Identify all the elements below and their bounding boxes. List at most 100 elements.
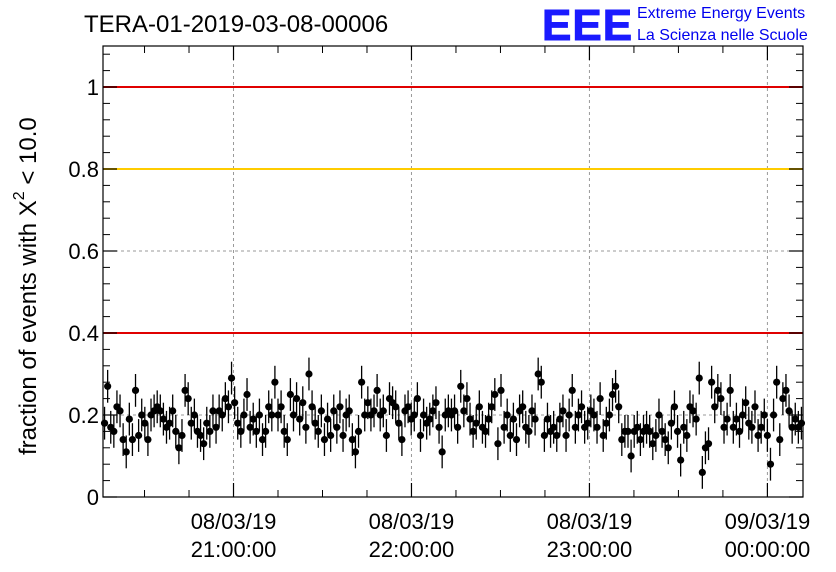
- data-marker: [655, 411, 663, 419]
- data-marker: [159, 415, 167, 423]
- data-marker: [491, 390, 499, 399]
- data-point: [463, 382, 471, 415]
- data-marker: [708, 378, 716, 386]
- data-marker: [354, 427, 363, 435]
- data-point: [122, 435, 130, 469]
- data-point: [751, 390, 759, 424]
- data-marker: [717, 395, 725, 403]
- data-point: [413, 382, 421, 415]
- tick-labels: 0 0.2 0.4 0.6 0.8 1 08/03/19 21:00:00 08/03/19 22…: [68, 75, 810, 562]
- data-point: [141, 406, 149, 440]
- data-point: [454, 410, 462, 444]
- data-marker: [262, 427, 270, 435]
- data-marker: [110, 427, 118, 435]
- data-point: [292, 382, 301, 415]
- data-point: [729, 410, 737, 444]
- data-point: [178, 419, 186, 452]
- data-point: [673, 415, 682, 448]
- data-marker: [169, 407, 177, 415]
- data-point: [438, 435, 446, 469]
- y-tick-label: 1: [87, 75, 99, 100]
- data-point: [494, 427, 502, 461]
- data-marker: [791, 415, 799, 423]
- data-point: [574, 398, 583, 432]
- data-point: [766, 447, 775, 481]
- data-marker: [757, 423, 765, 431]
- data-point: [296, 402, 304, 436]
- data-marker: [714, 386, 722, 394]
- data-marker: [274, 411, 282, 419]
- data-marker: [742, 399, 750, 407]
- data-point: [187, 406, 195, 440]
- y-axis-label: fraction of events with X2 < 10.0: [11, 117, 42, 455]
- data-marker: [280, 427, 288, 435]
- data-point: [754, 419, 762, 452]
- data-marker: [602, 419, 610, 427]
- data-marker: [116, 407, 124, 415]
- data-point: [277, 390, 285, 424]
- data-point: [577, 390, 586, 424]
- data-point: [370, 394, 378, 428]
- data-marker: [608, 390, 617, 399]
- data-marker: [673, 427, 682, 435]
- data-marker: [475, 403, 483, 411]
- data-point: [286, 378, 294, 411]
- data-marker: [612, 382, 620, 390]
- data-marker: [345, 407, 353, 415]
- data-marker: [469, 427, 477, 435]
- data-point: [450, 394, 459, 428]
- data-point: [209, 394, 217, 428]
- x-tick-time-label: 23:00:00: [547, 537, 633, 562]
- data-marker: [419, 411, 428, 419]
- data-point: [677, 443, 685, 477]
- data-marker: [302, 423, 310, 431]
- data-marker: [265, 403, 273, 411]
- data-point: [537, 365, 545, 399]
- y-tick-label: 0.6: [68, 239, 99, 264]
- data-marker: [485, 415, 493, 423]
- data-marker: [181, 386, 189, 394]
- data-marker: [283, 436, 291, 444]
- data-marker: [488, 403, 496, 411]
- data-marker: [568, 386, 576, 394]
- data-series: [100, 357, 806, 489]
- x-tick-time-label: 22:00:00: [369, 537, 455, 562]
- data-marker: [296, 415, 304, 423]
- data-marker: [361, 411, 369, 419]
- data-point: [698, 456, 706, 489]
- data-marker: [100, 419, 109, 427]
- data-point: [512, 423, 521, 456]
- data-point: [435, 410, 443, 444]
- data-marker: [435, 423, 443, 431]
- data-point: [200, 427, 208, 461]
- data-marker: [203, 419, 211, 427]
- data-marker: [528, 407, 536, 415]
- data-marker: [550, 423, 558, 431]
- data-point: [128, 423, 137, 456]
- data-point: [382, 419, 391, 452]
- data-marker: [534, 370, 542, 378]
- data-marker: [184, 395, 192, 403]
- x-tick-time-label: 00:00:00: [725, 537, 811, 562]
- data-marker: [227, 374, 236, 382]
- data-point: [680, 410, 688, 444]
- data-marker: [652, 431, 660, 440]
- data-point: [667, 406, 675, 440]
- data-point: [169, 394, 177, 428]
- data-marker: [711, 403, 719, 411]
- data-marker: [165, 419, 174, 427]
- data-marker: [773, 378, 781, 386]
- data-point: [234, 406, 242, 440]
- data-point: [565, 398, 573, 432]
- data-point: [605, 398, 614, 432]
- data-marker: [249, 415, 257, 423]
- data-marker: [720, 423, 728, 431]
- data-point: [336, 390, 344, 424]
- data-marker: [519, 403, 527, 411]
- data-point: [429, 394, 437, 428]
- data-marker: [252, 427, 260, 435]
- data-marker: [438, 448, 446, 456]
- data-marker: [320, 436, 329, 444]
- data-marker: [615, 403, 623, 411]
- data-marker: [556, 415, 564, 423]
